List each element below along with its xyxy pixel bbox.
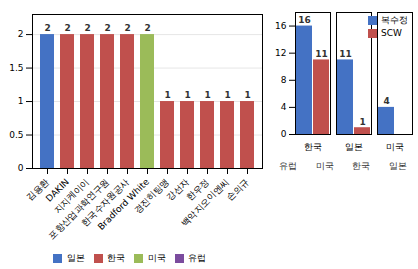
- svg-text:2: 2: [144, 23, 150, 33]
- svg-text:미국: 미국: [386, 142, 404, 152]
- html-text:유럽: 유럽: [188, 253, 206, 263]
- svg-text:일본: 일본: [345, 142, 363, 152]
- html-text:유럽: 유럽: [279, 161, 298, 171]
- svg-text:16: 16: [298, 15, 311, 25]
- svg-text:2: 2: [18, 29, 24, 39]
- svg-text:백악지오이엔씨: 백악지오이엔씨: [179, 177, 231, 229]
- svg-text:4: 4: [281, 102, 287, 112]
- html-text:미국: 미국: [147, 253, 166, 263]
- svg-text:2: 2: [104, 23, 110, 33]
- svg-text:Bradford White: Bradford White: [95, 176, 151, 232]
- svg-text:한국: 한국: [304, 142, 322, 152]
- svg-text:2: 2: [84, 23, 90, 33]
- svg-text:11: 11: [315, 49, 328, 59]
- svg-text:11: 11: [339, 49, 352, 59]
- svg-text:2: 2: [64, 23, 70, 33]
- html-text:SCW: SCW: [381, 28, 402, 38]
- svg-text:김용환: 김용환: [24, 176, 51, 203]
- svg-text:1: 1: [164, 90, 170, 100]
- html-text:한국: 한국: [352, 161, 371, 171]
- svg-text:2: 2: [44, 23, 50, 33]
- svg-text:포항산업과학연구원: 포항산업과학연구원: [46, 176, 111, 242]
- svg-text:4: 4: [383, 96, 389, 106]
- html-text:일본: 일본: [66, 253, 85, 263]
- svg-text:1: 1: [244, 90, 250, 100]
- html-text:미국: 미국: [315, 161, 334, 171]
- svg-text:1: 1: [204, 90, 210, 100]
- svg-text:DAKIN: DAKIN: [43, 176, 71, 204]
- svg-text:1: 1: [224, 90, 230, 100]
- svg-text:1: 1: [184, 90, 190, 100]
- svg-text:강선자: 강선자: [164, 176, 191, 203]
- svg-text:0: 0: [18, 163, 24, 173]
- svg-text:0: 0: [281, 129, 287, 139]
- svg-text:손의규: 손의규: [225, 177, 251, 203]
- html-text:한국: 한국: [107, 253, 125, 263]
- svg-text:한국수자원공사: 한국수자원공사: [79, 176, 131, 229]
- svg-text:0.5: 0.5: [9, 130, 23, 140]
- svg-text:경진히팅맹: 경진히팅맹: [132, 176, 171, 216]
- html-text:일본: 일본: [388, 161, 407, 171]
- svg-text:2: 2: [124, 23, 130, 33]
- html-text:복수정: 복수정: [381, 15, 408, 25]
- svg-text:12: 12: [275, 48, 286, 58]
- svg-text:8: 8: [281, 75, 287, 85]
- svg-text:16: 16: [275, 21, 287, 31]
- svg-text:지지케이이: 지지케이이: [52, 176, 91, 216]
- svg-text:한우정: 한우정: [184, 176, 211, 203]
- svg-text:1: 1: [18, 96, 24, 106]
- svg-text:1: 1: [359, 117, 365, 127]
- svg-text:1.5: 1.5: [9, 63, 23, 73]
